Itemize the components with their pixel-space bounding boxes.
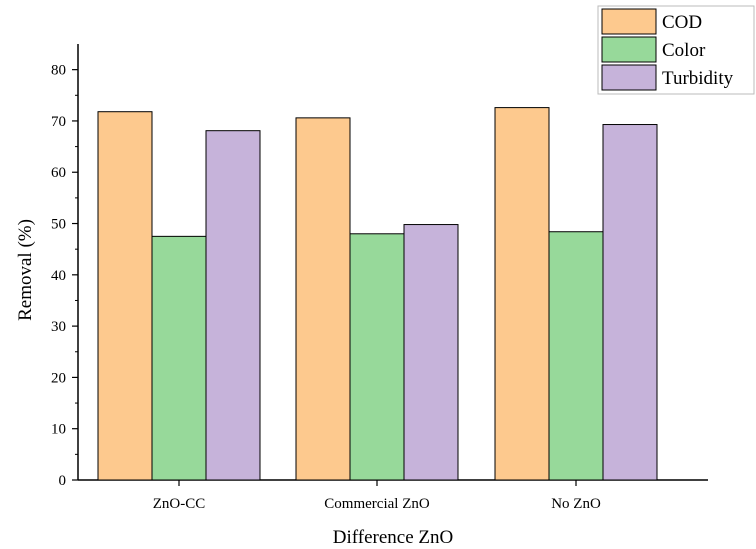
- bar-turbidity-1: [205, 130, 261, 481]
- bar-cod-3: [494, 107, 550, 481]
- y-tick-label: 50: [51, 217, 66, 233]
- x-axis-title: Difference ZnO: [333, 527, 453, 548]
- bar-cod-2: [295, 117, 351, 481]
- y-tick-label: 0: [59, 473, 67, 489]
- y-axis-title: Removal (%): [15, 219, 36, 321]
- legend: COD Color Turbidity: [597, 5, 755, 95]
- y-tick-label: 40: [51, 268, 66, 284]
- y-tick-label: 10: [51, 422, 66, 438]
- y-tick-label: 70: [51, 114, 66, 130]
- bars: [97, 107, 658, 481]
- bar-color-2: [349, 233, 405, 481]
- bar-cod-1: [97, 111, 153, 481]
- y-tick-label: 60: [51, 165, 66, 181]
- legend-swatch-color: [601, 36, 657, 63]
- bar-color-1: [151, 235, 207, 481]
- bar-turbidity-2: [403, 224, 459, 481]
- y-tick-label: 30: [51, 319, 66, 335]
- y-axis-ticks: 0 10 20 30 40 50 60 70 80: [51, 63, 78, 489]
- legend-label-color: Color: [662, 40, 706, 61]
- bar-turbidity-3: [602, 124, 658, 481]
- x-category-label: Commercial ZnO: [324, 496, 430, 512]
- legend-swatch-cod: [601, 8, 657, 35]
- bar-color-3: [548, 231, 604, 481]
- x-axis-category-labels: ZnO-CC Commercial ZnO No ZnO: [153, 480, 601, 512]
- x-category-label: ZnO-CC: [153, 496, 206, 512]
- legend-label-turbidity: Turbidity: [662, 68, 734, 89]
- y-tick-label: 80: [51, 63, 66, 79]
- legend-label-cod: COD: [662, 12, 702, 33]
- y-tick-label: 20: [51, 370, 66, 386]
- x-category-label: No ZnO: [551, 496, 601, 512]
- legend-swatch-turbidity: [601, 64, 657, 91]
